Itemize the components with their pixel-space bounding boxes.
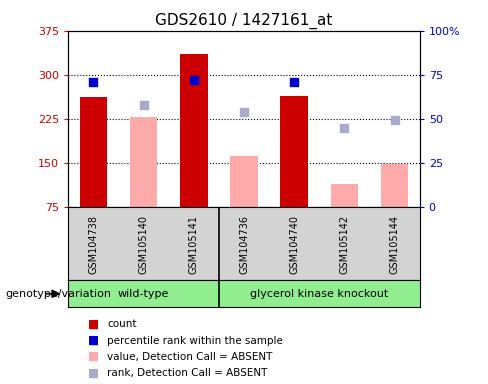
Text: percentile rank within the sample: percentile rank within the sample — [107, 336, 283, 346]
Text: rank, Detection Call = ABSENT: rank, Detection Call = ABSENT — [107, 368, 268, 378]
Text: GSM105140: GSM105140 — [139, 215, 149, 274]
Bar — [330, 184, 358, 207]
Text: wild-type: wild-type — [118, 289, 169, 299]
Point — [290, 79, 298, 85]
Bar — [381, 164, 408, 207]
Title: GDS2610 / 1427161_at: GDS2610 / 1427161_at — [155, 13, 333, 29]
Bar — [130, 117, 158, 207]
Bar — [281, 96, 308, 207]
Text: genotype/variation: genotype/variation — [5, 289, 111, 299]
Text: GSM105144: GSM105144 — [389, 215, 400, 274]
Point — [140, 103, 147, 109]
Text: count: count — [107, 319, 137, 329]
Text: value, Detection Call = ABSENT: value, Detection Call = ABSENT — [107, 352, 273, 362]
Text: ■: ■ — [88, 366, 99, 379]
Text: ■: ■ — [88, 334, 99, 347]
Text: ■: ■ — [88, 318, 99, 331]
Text: GSM104738: GSM104738 — [88, 215, 99, 274]
Point — [190, 77, 198, 83]
Text: GSM104740: GSM104740 — [289, 215, 299, 274]
Bar — [180, 54, 207, 207]
Text: GSM105142: GSM105142 — [339, 215, 349, 274]
Text: GSM105141: GSM105141 — [189, 215, 199, 274]
Point — [341, 125, 348, 131]
Bar — [80, 97, 107, 207]
Bar — [230, 156, 258, 207]
Text: GSM104736: GSM104736 — [239, 215, 249, 274]
Text: ■: ■ — [88, 350, 99, 363]
Point — [391, 117, 399, 123]
Text: glycerol kinase knockout: glycerol kinase knockout — [250, 289, 388, 299]
Point — [89, 79, 97, 85]
Point — [240, 109, 248, 115]
